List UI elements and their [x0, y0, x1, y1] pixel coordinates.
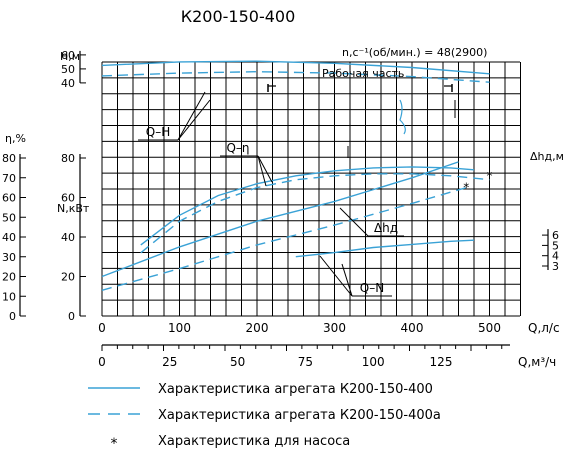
legend-swatch-star: *: [111, 436, 118, 452]
eta-tick-label: 70: [2, 172, 16, 185]
n-axis-label: N,кВт: [57, 202, 90, 215]
dh-tick-label: 4: [552, 250, 559, 263]
series-q-n-6: [101, 186, 467, 291]
eta-tick-label: 20: [2, 271, 16, 284]
n-tick-label: 20: [61, 271, 75, 284]
h-tick-label: 60: [61, 49, 75, 62]
chart-marks: **: [267, 84, 493, 195]
curve-label-dh-leader: [339, 207, 369, 237]
curve-label-qeta: Q–η: [226, 141, 249, 155]
x-tick-label: 300: [323, 321, 346, 335]
series--hд-4: [295, 239, 475, 258]
chart-title: К200-150-400: [181, 7, 296, 26]
working-zone-label: Рабочая часть: [322, 67, 404, 80]
x-axis-label: Q,л/с: [528, 321, 560, 335]
n-tick-label: 60: [61, 192, 75, 205]
x-tick-label: 100: [168, 321, 191, 335]
eta-tick-label: 30: [2, 251, 16, 264]
series-q-h-1: [101, 70, 490, 83]
working-zone-marker: [399, 99, 406, 135]
speed-label: n,c⁻¹(об/мин.) = 48(2900): [342, 46, 487, 59]
curve-label-qh-leader: [177, 91, 206, 141]
curve-label-qh: Q–H: [146, 125, 170, 139]
series-q--2: [140, 166, 475, 246]
chart-grid: [101, 61, 521, 317]
curve-label-qeta-leader: [257, 155, 273, 183]
eta-tick-label: 60: [2, 192, 16, 205]
n-tick-label: 0: [68, 310, 75, 323]
dh-tick-label: 6: [552, 229, 559, 242]
eta-tick-label: 40: [2, 231, 16, 244]
legend-item-0: Характеристика агрегата К200-150-400: [158, 382, 433, 397]
curve-label-qn-leader: [319, 255, 353, 297]
x-tick-label: 0: [98, 321, 106, 335]
dh-tick-label: 5: [552, 239, 559, 252]
eta-tick-label: 0: [9, 310, 16, 323]
x2-tick-label: 25: [162, 355, 177, 369]
dh-axis-label: Δhд,м: [530, 150, 564, 163]
x2-axis-label: Q,м³/ч: [518, 355, 556, 369]
series-q-n-5: [101, 161, 459, 278]
curve-label-qn: Q–N: [360, 281, 384, 295]
eta-tick-label: 10: [2, 290, 16, 303]
chart-labels: К200-150-400 n,c⁻¹(об/мин.) = 48(2900) Раб…: [2, 7, 564, 452]
x-tick-label: 500: [478, 321, 501, 335]
curve-label-dh: Δhд: [374, 221, 398, 235]
legend-item-1: Характеристика агрегата К200-150-400а: [158, 408, 441, 423]
h-axis-label: Н,м: [60, 50, 80, 63]
series-q-h-0: [101, 60, 490, 75]
curve-label-qeta-leader: [257, 155, 267, 187]
series-q--3: [140, 173, 490, 254]
legend-item-2: Характеристика для насоса: [158, 434, 350, 449]
eta-tick-label: 80: [2, 152, 16, 165]
eta-tick-label: 50: [2, 211, 16, 224]
x2-tick-label: 75: [298, 355, 313, 369]
curve-label-qn-leader: [341, 263, 353, 297]
h-tick-label: 40: [61, 77, 75, 90]
n-tick-label: 80: [61, 152, 75, 165]
x2-tick-label: 100: [362, 355, 385, 369]
chart-curves: [101, 60, 490, 291]
x2-tick-label: 125: [430, 355, 453, 369]
dh-tick-label: 3: [552, 260, 559, 273]
curve-label-qh-leader: [177, 99, 211, 141]
h-tick-label: 50: [61, 63, 75, 76]
n-tick-label: 40: [61, 231, 75, 244]
x2-tick-label: 0: [98, 355, 106, 369]
pump-point-0: *: [487, 169, 493, 183]
x-tick-label: 200: [246, 321, 269, 335]
x-tick-label: 400: [401, 321, 424, 335]
pump-point-1: *: [463, 181, 469, 195]
eta-axis-label: η,%: [5, 132, 26, 145]
x2-tick-label: 50: [230, 355, 245, 369]
